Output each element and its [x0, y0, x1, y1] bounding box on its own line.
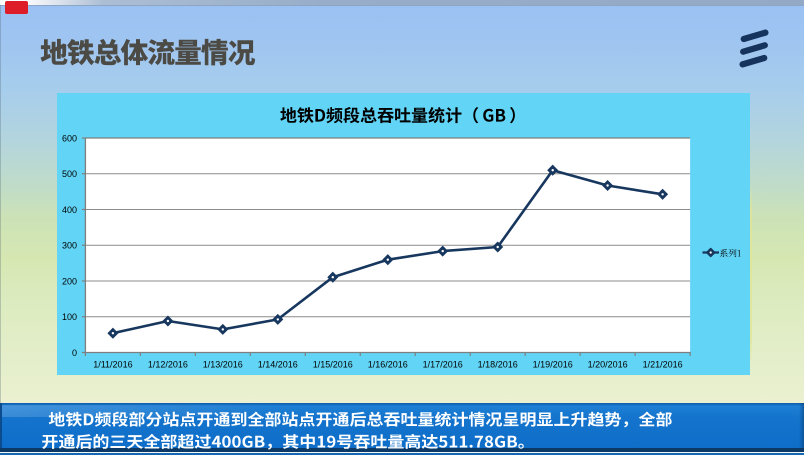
svg-text:1/13/2016: 1/13/2016: [203, 359, 243, 369]
svg-text:1/11/2016: 1/11/2016: [93, 359, 132, 369]
svg-text:300: 300: [62, 241, 77, 251]
svg-text:1/17/2016: 1/17/2016: [423, 359, 463, 369]
svg-text:1/20/2016: 1/20/2016: [588, 359, 628, 369]
svg-text:500: 500: [62, 169, 77, 179]
svg-text:1/21/2016: 1/21/2016: [643, 359, 683, 369]
svg-text:100: 100: [62, 312, 77, 322]
svg-text:1/18/2016: 1/18/2016: [478, 359, 518, 369]
svg-text:1/12/2016: 1/12/2016: [148, 359, 188, 369]
svg-text:1/15/2016: 1/15/2016: [313, 359, 353, 369]
svg-text:0: 0: [72, 348, 77, 358]
svg-text:1/14/2016: 1/14/2016: [258, 359, 298, 369]
svg-text:1/19/2016: 1/19/2016: [533, 359, 573, 369]
svg-text:400: 400: [62, 205, 77, 215]
svg-text:1/16/2016: 1/16/2016: [368, 359, 408, 369]
svg-text:600: 600: [62, 133, 77, 143]
svg-text:200: 200: [62, 276, 77, 286]
